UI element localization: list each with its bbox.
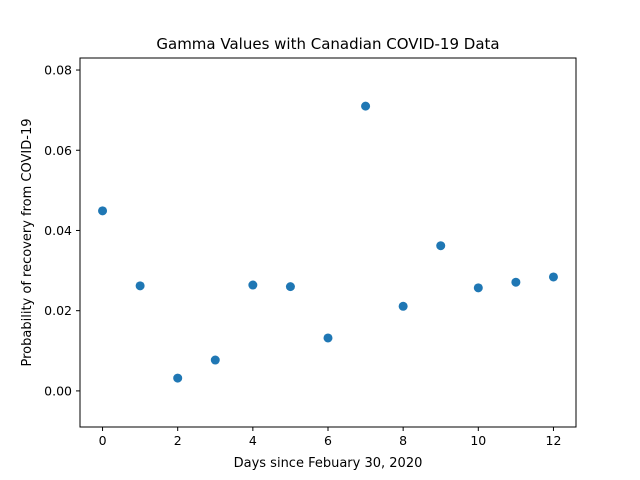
data-point [511, 277, 521, 287]
data-point [323, 333, 333, 343]
data-point [548, 272, 558, 282]
x-tick-label: 4 [249, 433, 257, 448]
data-point [361, 101, 371, 111]
data-point [436, 241, 446, 251]
x-tick-label: 6 [324, 433, 332, 448]
data-point [473, 283, 483, 293]
x-tick-label: 8 [399, 433, 407, 448]
plot-area [80, 58, 576, 427]
x-axis-label: Days since Febuary 30, 2020 [234, 456, 423, 471]
data-point [285, 282, 295, 292]
data-points [98, 101, 558, 383]
data-point [173, 373, 183, 383]
x-tick-label: 2 [174, 433, 182, 448]
y-tick-label: 0.06 [44, 143, 72, 158]
data-point [248, 280, 258, 290]
x-tick-label: 10 [470, 433, 486, 448]
x-tick-label: 12 [546, 433, 562, 448]
plot-frame [79, 57, 577, 428]
y-tick-label: 0.04 [44, 223, 72, 238]
chart-title: Gamma Values with Canadian COVID-19 Data [156, 35, 499, 53]
data-point [98, 206, 108, 216]
y-axis-label: Probability of recovery from COVID-19 [20, 119, 35, 367]
data-point [210, 355, 220, 365]
x-tick-label: 0 [99, 433, 107, 448]
x-axis-ticks: 0 2 4 6 8 10 12 [99, 427, 562, 448]
data-point [135, 281, 145, 291]
y-tick-label: 0.08 [44, 63, 72, 78]
data-point [398, 301, 408, 311]
y-axis-ticks: 0.00 0.02 0.04 0.06 0.08 [44, 63, 80, 398]
y-tick-label: 0.00 [44, 383, 72, 398]
y-tick-label: 0.02 [44, 303, 72, 318]
